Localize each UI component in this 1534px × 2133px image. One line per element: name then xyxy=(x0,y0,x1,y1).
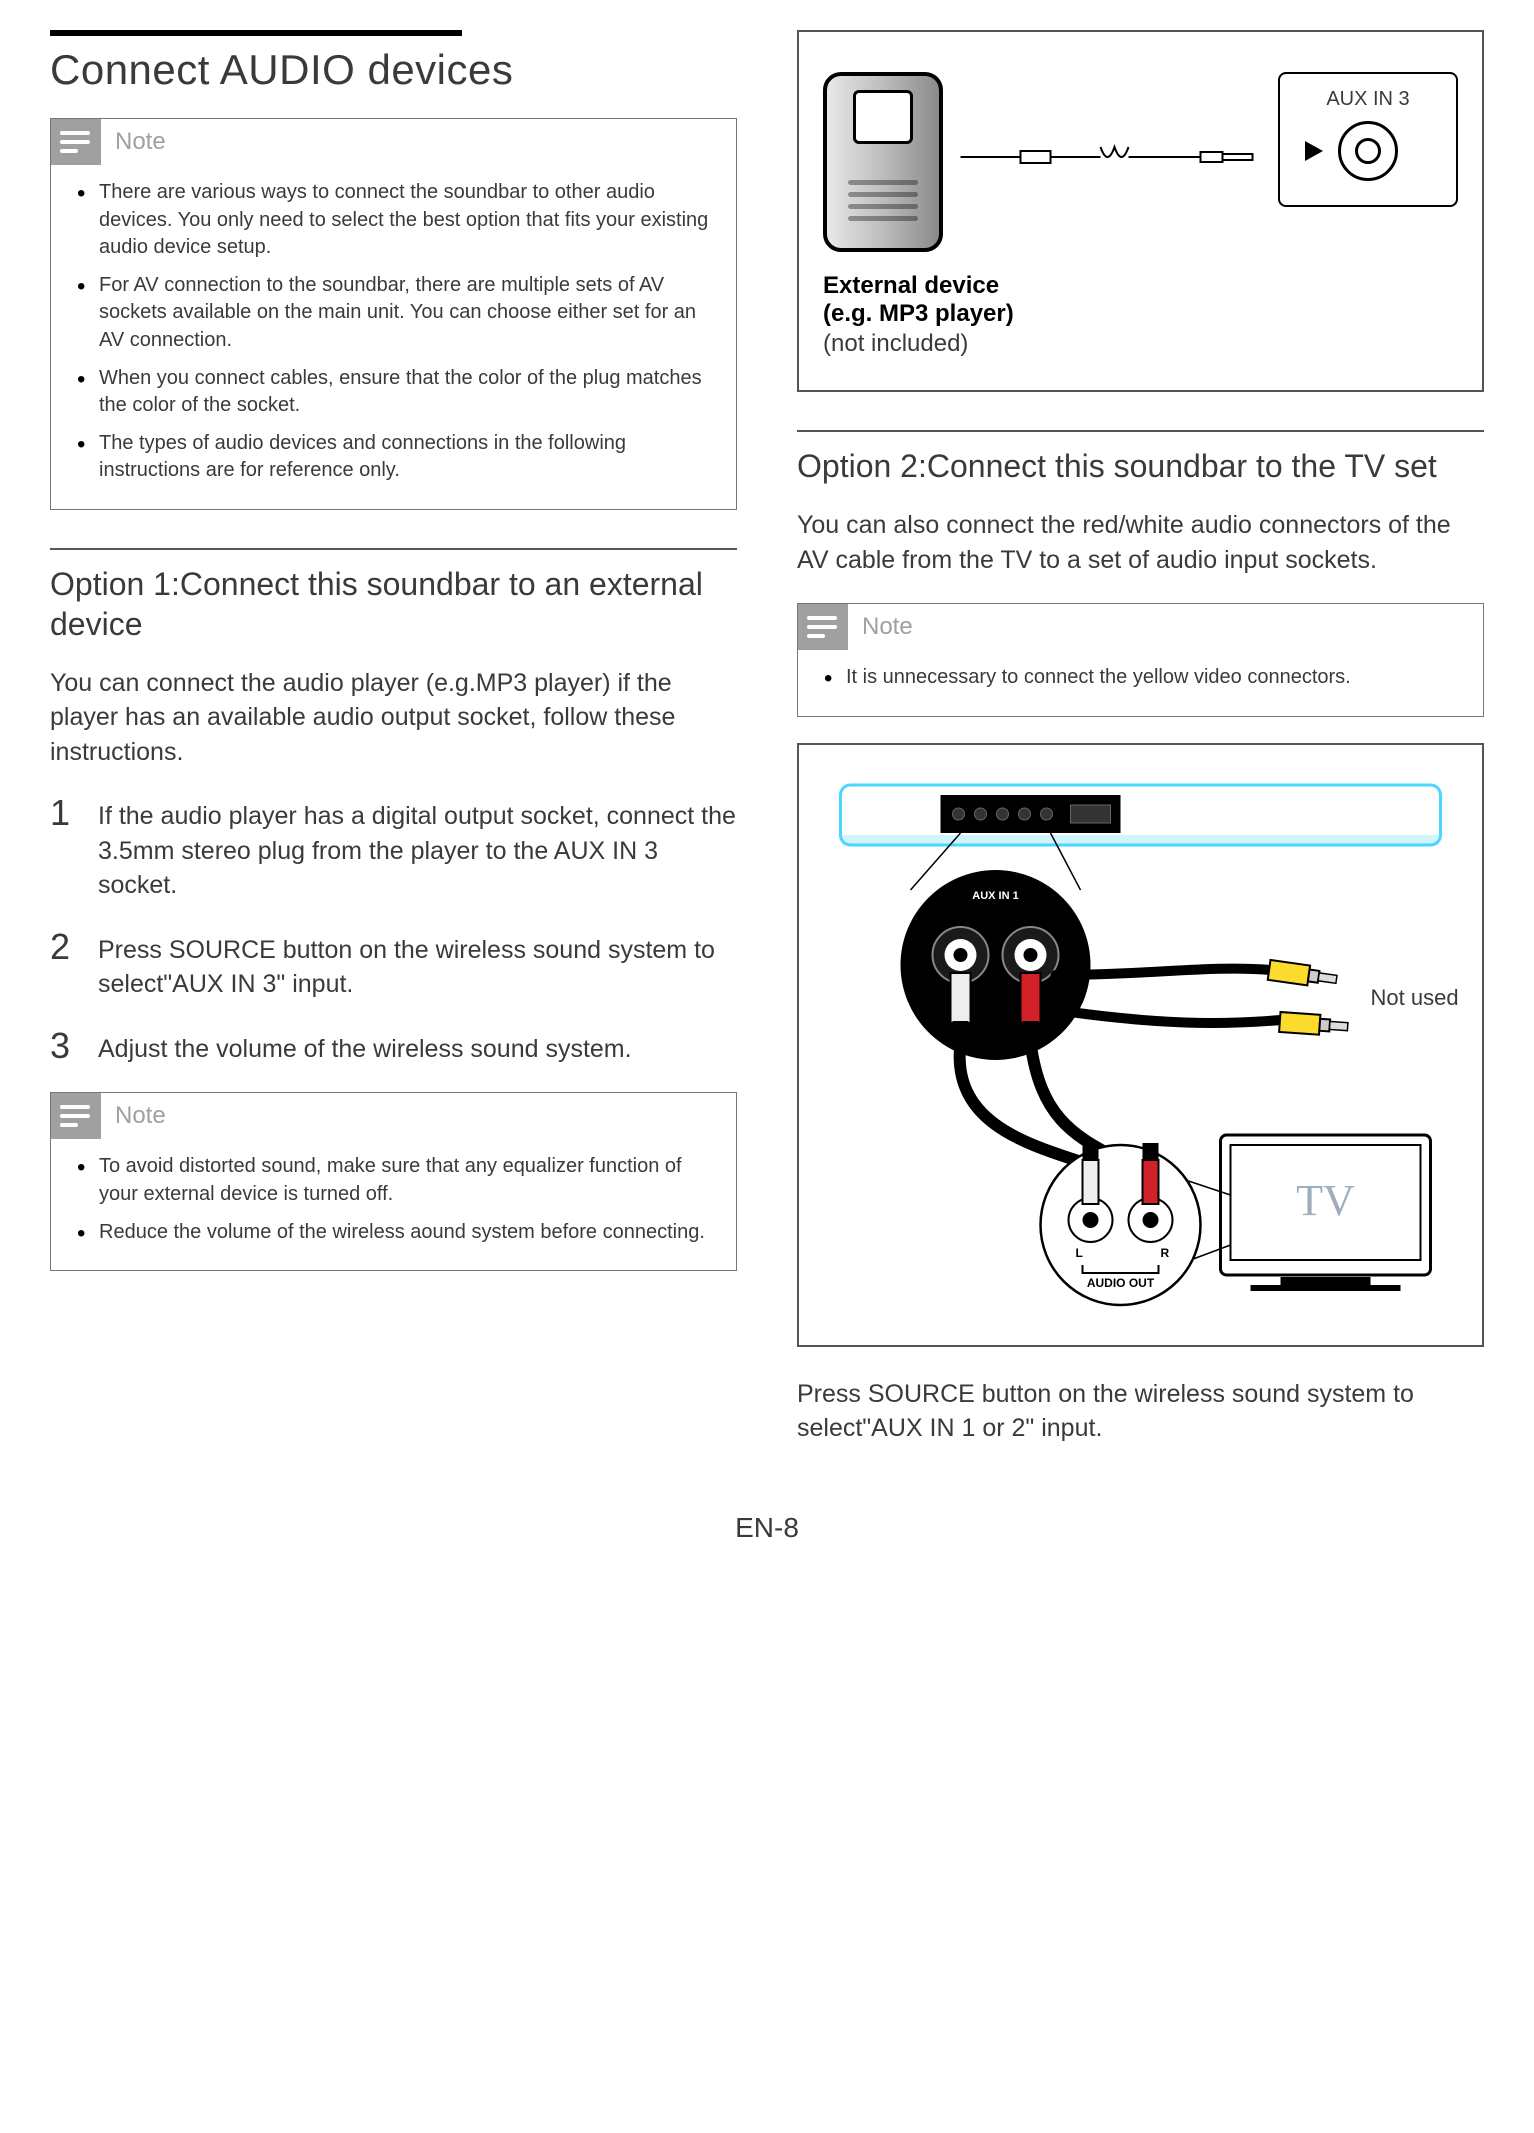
audio-out-label: AUDIO OUT xyxy=(1087,1276,1155,1290)
option2-intro: You can also connect the red/white audio… xyxy=(797,508,1484,577)
not-used-label: Not used xyxy=(1371,985,1459,1010)
cable-icon xyxy=(953,132,1268,182)
step-text: If the audio player has a digital output… xyxy=(98,795,737,903)
note-list: It is unnecessary to connect the yellow … xyxy=(798,650,1483,692)
note-header: Note xyxy=(798,604,1483,650)
r-label: R xyxy=(1161,1246,1170,1260)
option1-steps: 1If the audio player has a digital outpu… xyxy=(50,795,737,1066)
step-number: 2 xyxy=(50,929,76,1002)
thin-rule xyxy=(797,430,1484,432)
note-item: Reduce the volume of the wireless aound … xyxy=(73,1219,714,1247)
note-box-1: Note There are various ways to connect t… xyxy=(50,118,737,510)
page-title: Connect AUDIO devices xyxy=(50,46,737,94)
note-label: Note xyxy=(115,128,166,156)
option2-heading: Option 2:Connect this soundbar to the TV… xyxy=(797,446,1484,486)
note-list: There are various ways to connect the so… xyxy=(51,165,736,485)
note-icon xyxy=(51,1093,101,1139)
option1-heading: Option 1:Connect this soundbar to an ext… xyxy=(50,564,737,644)
jack-icon xyxy=(1338,121,1398,181)
diagram-tv: AUX IN 1 xyxy=(797,743,1484,1347)
note-item: There are various ways to connect the so… xyxy=(73,179,714,262)
step-item: 2 Press SOURCE button on the wireless sou… xyxy=(50,929,737,1002)
closing-text: Press SOURCE button on the wireless soun… xyxy=(797,1377,1484,1446)
step-item: 3 Adjust the volume of the wireless sound… xyxy=(50,1028,737,1067)
right-column: AUX IN 3 External device (e.g. MP3 playe… xyxy=(797,30,1484,1472)
aux-in-3-socket: AUX IN 3 xyxy=(1278,72,1458,207)
note-item: To avoid distorted sound, make sure that… xyxy=(73,1153,714,1208)
step-number: 1 xyxy=(50,795,76,903)
note-label: Note xyxy=(862,613,913,641)
left-column: Connect AUDIO devices Note There are var… xyxy=(50,30,737,1472)
note-label: Note xyxy=(115,1102,166,1130)
l-label: L xyxy=(1076,1246,1083,1260)
mp3-player-icon xyxy=(823,72,943,252)
step-number: 3 xyxy=(50,1028,76,1067)
note-icon xyxy=(798,604,848,650)
step-text: Press SOURCE button on the wireless soun… xyxy=(98,929,737,1002)
note-header: Note xyxy=(51,119,736,165)
note-item: When you connect cables, ensure that the… xyxy=(73,365,714,420)
option1-intro: You can connect the audio player (e.g.MP… xyxy=(50,666,737,770)
diagram-mp3: AUX IN 3 External device (e.g. MP3 playe… xyxy=(797,30,1484,392)
tv-label: TV xyxy=(1296,1176,1355,1225)
page-number: EN-8 xyxy=(50,1512,1484,1544)
step-item: 1If the audio player has a digital outpu… xyxy=(50,795,737,903)
aux-in-1-label: AUX IN 1 xyxy=(972,890,1018,902)
caption-light: (not included) xyxy=(823,328,1458,360)
note-item: It is unnecessary to connect the yellow … xyxy=(820,664,1461,692)
step-text: Adjust the volume of the wireless sound … xyxy=(98,1028,632,1067)
diagram1-caption: External device (e.g. MP3 player) (not i… xyxy=(823,272,1458,360)
note-box-3: Note It is unnecessary to connect the ye… xyxy=(797,603,1484,717)
note-header: Note xyxy=(51,1093,736,1139)
note-item: The types of audio devices and connectio… xyxy=(73,430,714,485)
caption-bold: External device xyxy=(823,272,1458,300)
note-list: To avoid distorted sound, make sure that… xyxy=(51,1139,736,1246)
aux-label: AUX IN 3 xyxy=(1290,88,1446,111)
note-item: For AV connection to the soundbar, there… xyxy=(73,272,714,355)
note-icon xyxy=(51,119,101,165)
heavy-rule xyxy=(50,30,462,36)
thin-rule xyxy=(50,548,737,550)
note-box-2: Note To avoid distorted sound, make sure… xyxy=(50,1092,737,1271)
caption-bold: (e.g. MP3 player) xyxy=(823,300,1458,328)
